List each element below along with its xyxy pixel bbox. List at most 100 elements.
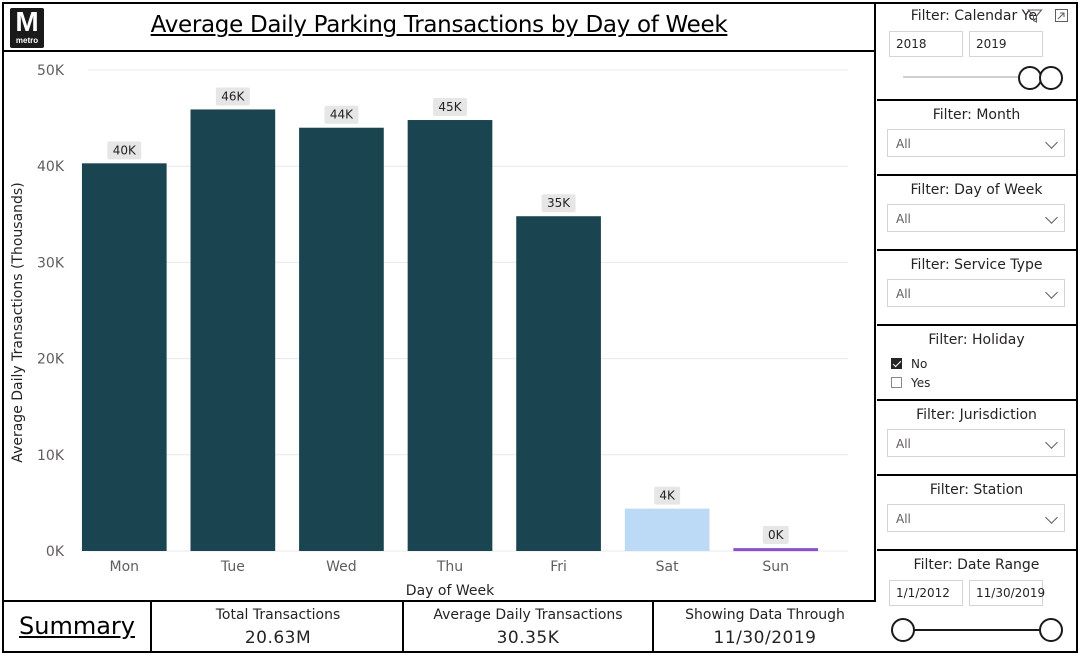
year-slider-start-handle[interactable] [1018, 66, 1042, 90]
report-header: M metro Average Daily Parking Transactio… [2, 2, 876, 52]
kpi-value: 30.35K [496, 628, 560, 648]
main-visual-area: M metro Average Daily Parking Transactio… [2, 2, 876, 600]
data-label: 45K [438, 100, 462, 114]
bar-wed[interactable] [299, 127, 384, 551]
x-axis-title: Day of Week [406, 583, 495, 599]
data-label-box [541, 194, 576, 213]
metro-logo: M metro [10, 6, 44, 48]
y-tick-label: 0K [46, 544, 65, 560]
data-label: 35K [547, 196, 571, 210]
filter-station: Filter: Station All [877, 476, 1076, 551]
checkbox-label: No [911, 357, 928, 371]
filter-month: Filter: Month All [877, 101, 1076, 176]
date-from-input[interactable]: 1/1/2012 [889, 580, 963, 606]
checkbox-unchecked[interactable] [891, 377, 902, 388]
filter-jurisdiction: Filter: Jurisdiction All [877, 401, 1076, 476]
bar-tue[interactable] [190, 109, 276, 551]
date-slider-end-handle[interactable] [1039, 618, 1063, 642]
chevron-down-icon [1045, 211, 1058, 224]
y-axis-title: Average Daily Transactions (Thousands) [10, 182, 26, 462]
kpi-label: Showing Data Through [685, 607, 845, 623]
y-tick-label: 20K [37, 352, 65, 368]
dropdown-value: All [896, 512, 911, 526]
filter-title: Filter: Station [929, 482, 1024, 498]
summary-cell: Summary [2, 602, 152, 651]
year-from-input[interactable]: 2018 [889, 31, 963, 57]
x-tick-label: Sun [762, 559, 789, 575]
kpi-total-transactions: Total Transactions 20.63M [154, 602, 404, 651]
station-dropdown[interactable]: All [887, 504, 1065, 532]
y-tick-label: 40K [37, 159, 65, 175]
kpi-data-through: Showing Data Through 11/30/2019 [654, 602, 876, 651]
summary-bar: Summary Total Transactions 20.63M Averag… [2, 600, 876, 651]
bar-fri[interactable] [516, 216, 601, 551]
date-slider-track[interactable] [903, 629, 1053, 631]
chevron-down-icon [1045, 436, 1058, 449]
logo-subtext: metro [15, 36, 39, 45]
data-label: 46K [221, 89, 245, 103]
data-label-box [654, 486, 681, 505]
focus-mode-icon[interactable] [1055, 9, 1068, 22]
filter-title: Filter: Service Type [910, 257, 1043, 273]
year-slider-end-handle[interactable] [1039, 66, 1063, 90]
year-slider-track[interactable] [903, 76, 1053, 78]
logo-letter: M [15, 6, 39, 37]
day-of-week-dropdown[interactable]: All [887, 204, 1065, 232]
filter-title: Filter: Calendar Ye [910, 8, 1037, 24]
filter-day-of-week: Filter: Day of Week All [877, 176, 1076, 251]
bar-chart: 0K 10K 20K 30K 40K 50K 40K Mon 46K Tue 44K Wed 45K Th… [2, 54, 876, 600]
data-label: 44K [330, 108, 354, 122]
kpi-label: Average Daily Transactions [433, 607, 623, 623]
y-tick-label: 50K [37, 63, 65, 79]
checkbox-checked[interactable] [891, 358, 902, 369]
kpi-value: 20.63M [244, 628, 312, 648]
bar-chart-svg: 0K 10K 20K 30K 40K 50K 40K Mon 46K Tue 44K Wed 45K Th… [10, 63, 848, 599]
x-tick-label: Sat [656, 559, 679, 575]
kpi-value: 11/30/2019 [713, 628, 817, 648]
filter-title: Filter: Date Range [913, 557, 1040, 573]
checkbox-label: Yes [911, 376, 931, 390]
date-slider-start-handle[interactable] [891, 618, 915, 642]
dropdown-value: All [896, 437, 911, 451]
kpi-average-daily: Average Daily Transactions 30.35K [404, 602, 654, 651]
filter-service-type: Filter: Service Type All [877, 251, 1076, 326]
filter-holiday: Filter: Holiday No Yes [877, 326, 1076, 401]
data-label-box [107, 141, 142, 160]
bar-thu[interactable] [407, 120, 493, 552]
filter-title: Filter: Month [932, 107, 1021, 123]
month-dropdown[interactable]: All [887, 129, 1065, 157]
x-tick-label: Fri [550, 559, 567, 575]
y-tick-label: 10K [37, 448, 65, 464]
filter-calendar-year: Filter: Calendar Ye 2018 2019 [877, 2, 1076, 101]
data-label-box [433, 98, 467, 117]
year-to-input[interactable]: 2019 [969, 31, 1043, 57]
dropdown-value: All [896, 212, 911, 226]
x-tick-label: Tue [220, 559, 245, 575]
summary-link[interactable]: Summary [19, 612, 135, 640]
filter-title: Filter: Day of Week [910, 182, 1043, 198]
bar-sat[interactable] [624, 508, 710, 551]
service-type-dropdown[interactable]: All [887, 279, 1065, 307]
data-label-box [324, 105, 359, 124]
data-label: 40K [113, 143, 137, 157]
filter-title: Filter: Jurisdiction [916, 407, 1037, 423]
chevron-down-icon [1045, 136, 1058, 149]
y-tick-label: 30K [37, 255, 65, 271]
x-tick-label: Wed [326, 559, 357, 575]
data-label: 4K [659, 489, 676, 503]
filter-pane: Filter: Calendar Ye 2018 2019 Filter: Mo… [877, 2, 1076, 651]
data-label: 0K [768, 528, 785, 542]
date-to-input[interactable]: 11/30/2019 [969, 580, 1045, 606]
page-title: Average Daily Parking Transactions by Da… [150, 12, 728, 38]
filter-title: Filter: Holiday [928, 332, 1025, 348]
jurisdiction-dropdown[interactable]: All [887, 429, 1065, 457]
bar-mon[interactable] [81, 163, 167, 551]
data-label-box [215, 87, 250, 106]
bar-sun[interactable] [733, 548, 819, 552]
x-tick-label: Mon [110, 559, 140, 575]
kpi-label: Total Transactions [215, 607, 341, 623]
chevron-down-icon [1045, 511, 1058, 524]
chevron-down-icon [1045, 286, 1058, 299]
filter-funnel-icon[interactable] [1027, 8, 1043, 24]
